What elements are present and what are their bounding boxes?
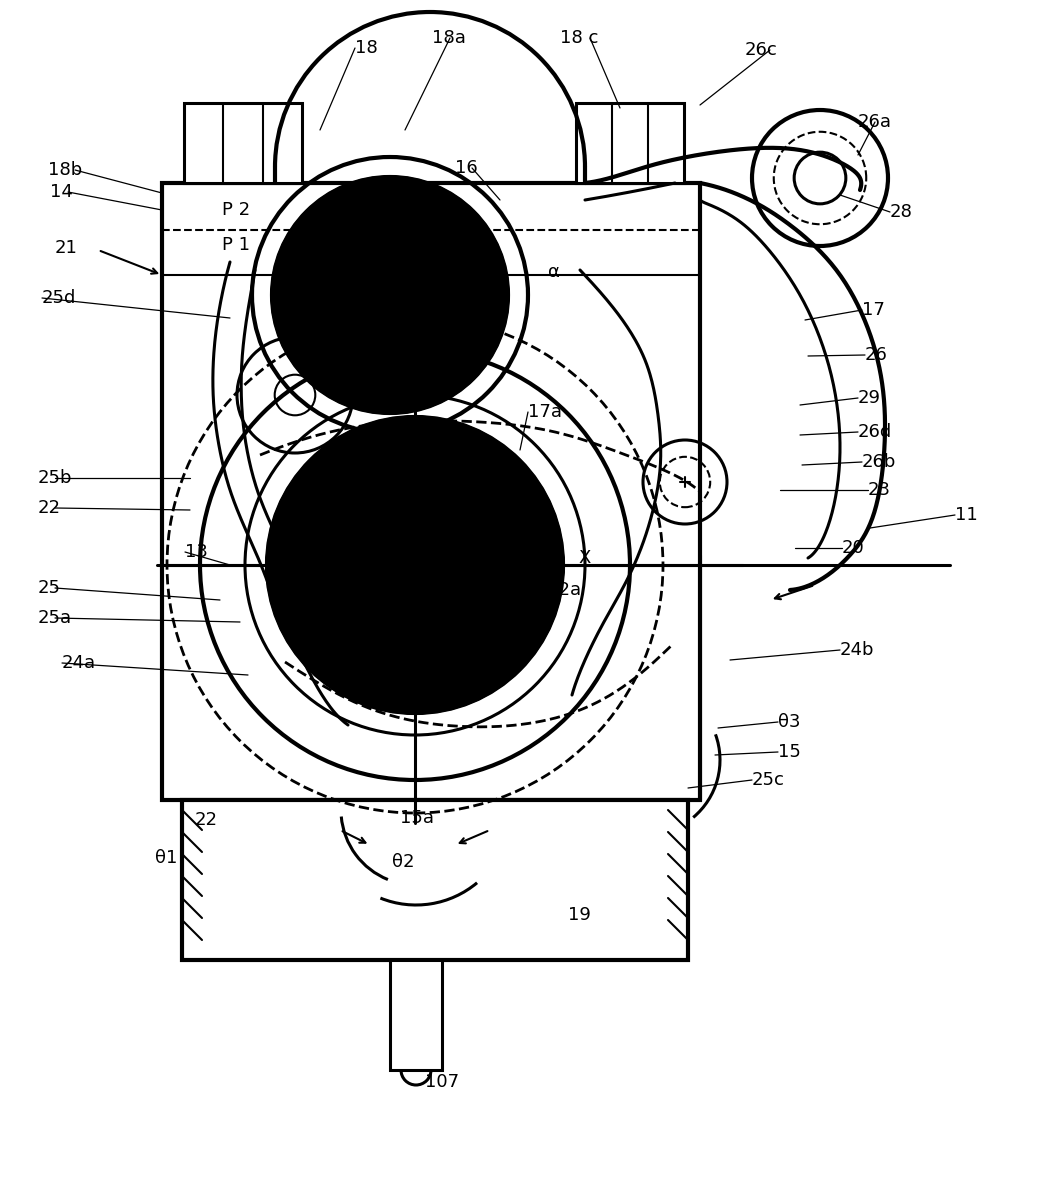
Bar [184,103,302,183]
Text: 29: 29 [858,390,881,407]
Text: 18b: 18b [48,161,83,179]
Bar [390,960,442,1070]
Bar [576,103,684,183]
Text: 25: 25 [38,580,60,598]
Text: 11: 11 [955,505,978,523]
Text: 25a: 25a [38,609,72,627]
Text: 28: 28 [890,203,912,221]
Text: 22: 22 [38,500,60,517]
Text: 26a: 26a [858,114,892,131]
Text: 26d: 26d [858,423,892,441]
Text: X: X [578,549,590,566]
Circle shape [272,177,508,413]
Circle shape [382,287,398,304]
Text: 17a: 17a [528,403,562,421]
Text: 16: 16 [455,159,477,177]
Circle shape [407,557,423,572]
Text: 26: 26 [865,347,888,364]
Text: 13: 13 [185,543,208,560]
Text: P 2: P 2 [222,201,250,219]
Text: 18: 18 [355,39,378,57]
Bar [162,183,700,799]
Text: 17: 17 [862,301,885,319]
Text: 25b: 25b [38,468,72,488]
Text: 25c: 25c [752,771,785,789]
Text: 19: 19 [568,906,591,924]
Text: 107: 107 [425,1073,459,1091]
Text: Y: Y [440,443,451,461]
Text: 26b: 26b [862,453,897,471]
Text: 22: 22 [195,811,218,829]
Text: θ2: θ2 [392,853,415,871]
Text: α: α [547,263,560,281]
Text: 15: 15 [778,743,801,761]
Text: θ1: θ1 [155,848,177,868]
Text: 22a: 22a [547,581,582,599]
Text: 21: 21 [55,239,77,257]
Text: P 1: P 1 [222,235,250,255]
Text: 20: 20 [842,539,865,557]
Text: 18 c: 18 c [560,29,598,47]
Bar [182,799,688,960]
Text: 18a: 18a [432,29,466,47]
Text: 24a: 24a [62,654,97,672]
Text: 14: 14 [50,183,73,201]
Text: θ3: θ3 [778,713,800,731]
Text: 23: 23 [868,482,891,500]
Text: 15a: 15a [400,809,434,827]
Text: 26c: 26c [745,41,778,59]
Circle shape [267,417,563,713]
Text: 24b: 24b [840,641,874,658]
Text: 25d: 25d [42,289,76,307]
